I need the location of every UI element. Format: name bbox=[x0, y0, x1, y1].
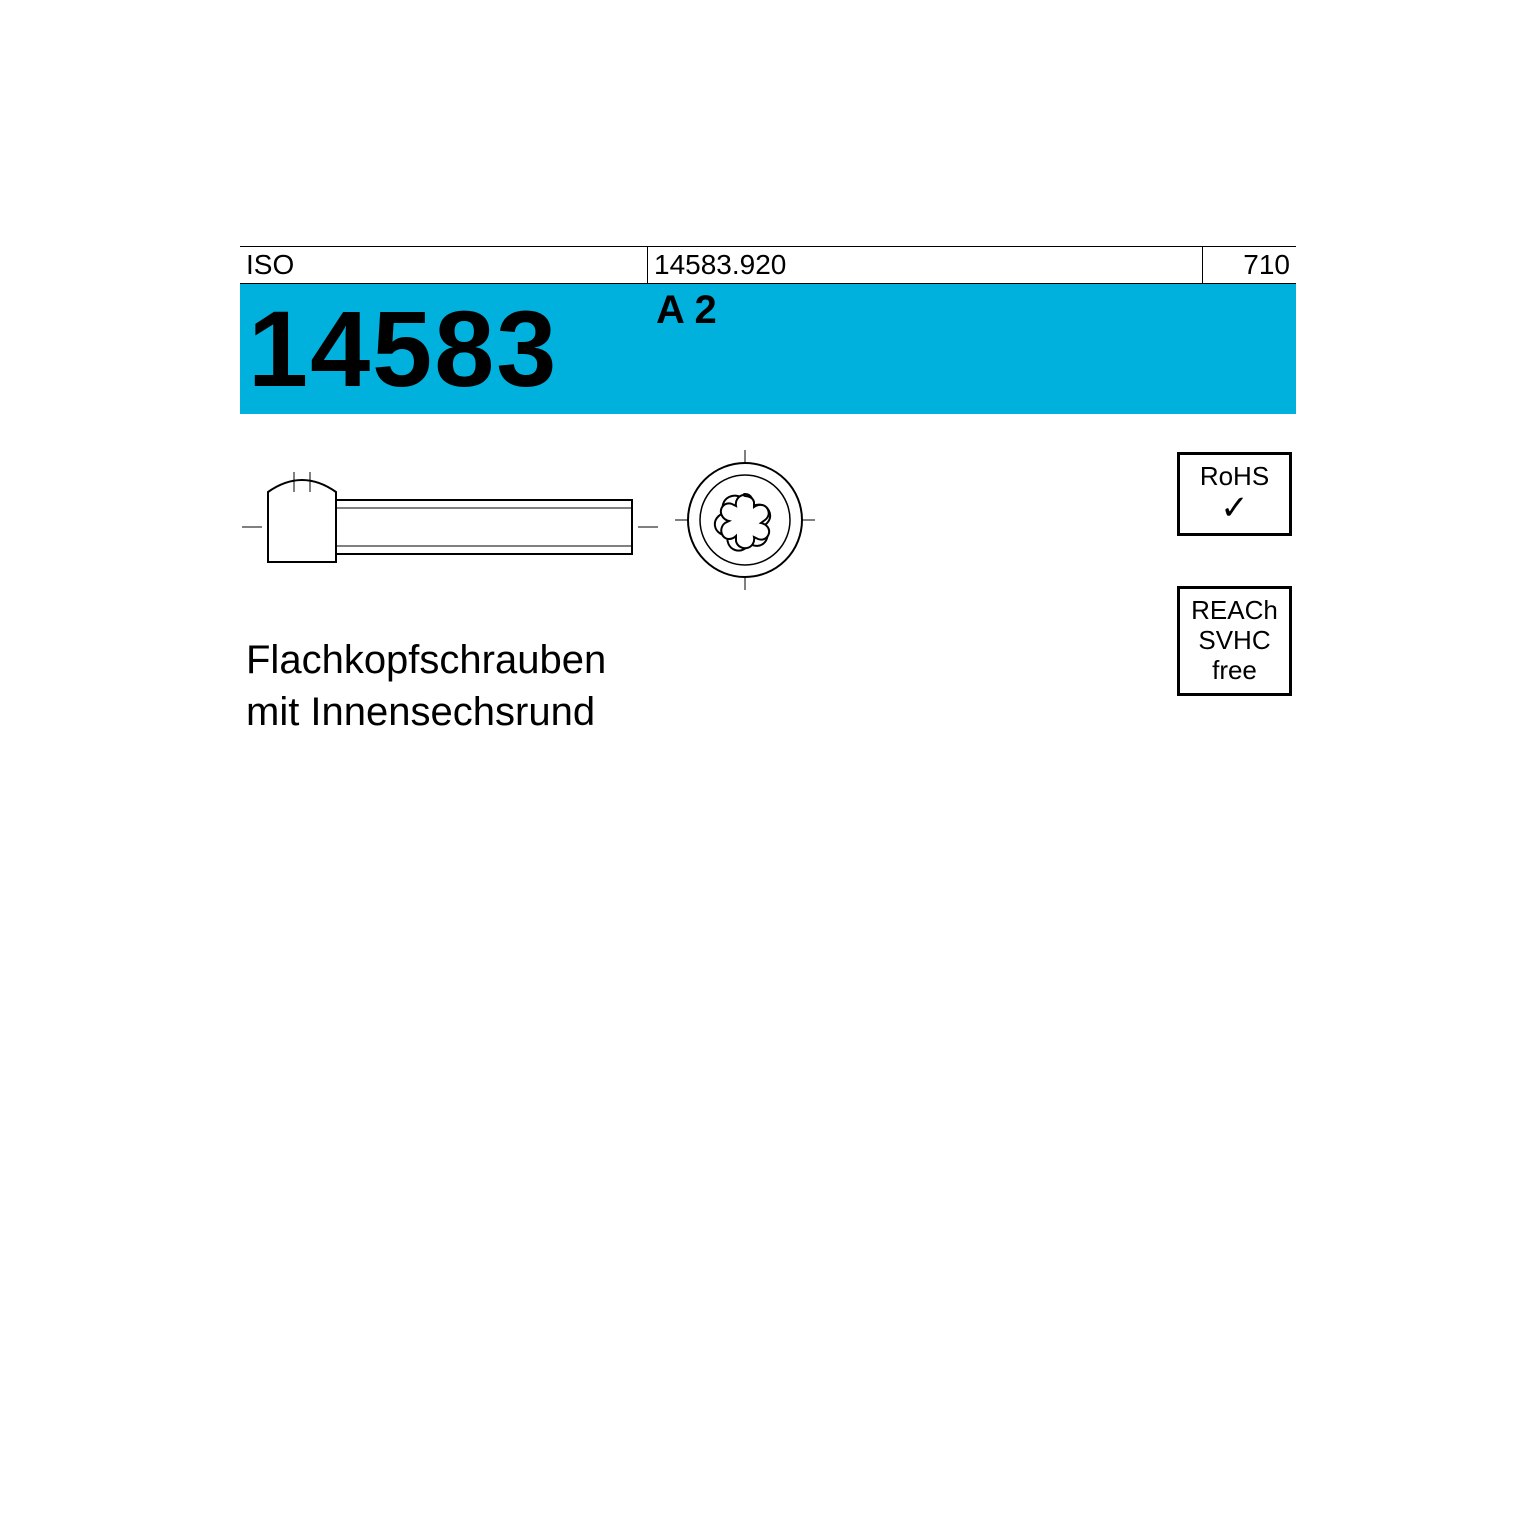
product-label-card: ISO 14583.920 710 14583 A 2 bbox=[240, 246, 1296, 1302]
screw-side-view-icon bbox=[242, 462, 662, 592]
material-grade: A 2 bbox=[656, 288, 1288, 333]
reach-line-2: SVHC bbox=[1180, 625, 1289, 655]
rohs-badge: RoHS ✓ bbox=[1177, 452, 1292, 536]
reach-line-1: REACh bbox=[1180, 595, 1289, 625]
header-row: ISO 14583.920 710 bbox=[240, 246, 1296, 284]
standard-number: 14583 bbox=[248, 284, 640, 414]
blue-title-bar: 14583 A 2 bbox=[240, 284, 1296, 414]
reach-line-3: free bbox=[1180, 655, 1289, 685]
desc-line-2: mit Innensechsrund bbox=[246, 686, 1296, 738]
iso-label: ISO bbox=[240, 247, 648, 283]
right-number: 710 bbox=[1203, 247, 1296, 283]
technical-drawing-row bbox=[240, 444, 1296, 624]
desc-line-1: Flachkopfschrauben bbox=[246, 634, 1296, 686]
product-description: Flachkopfschrauben mit Innensechsrund bbox=[240, 634, 1296, 738]
screw-top-view-icon bbox=[675, 450, 815, 590]
check-icon: ✓ bbox=[1180, 491, 1289, 525]
product-code: 14583.920 bbox=[648, 247, 1203, 283]
rohs-label: RoHS bbox=[1180, 461, 1289, 491]
reach-badge: REACh SVHC free bbox=[1177, 586, 1292, 696]
